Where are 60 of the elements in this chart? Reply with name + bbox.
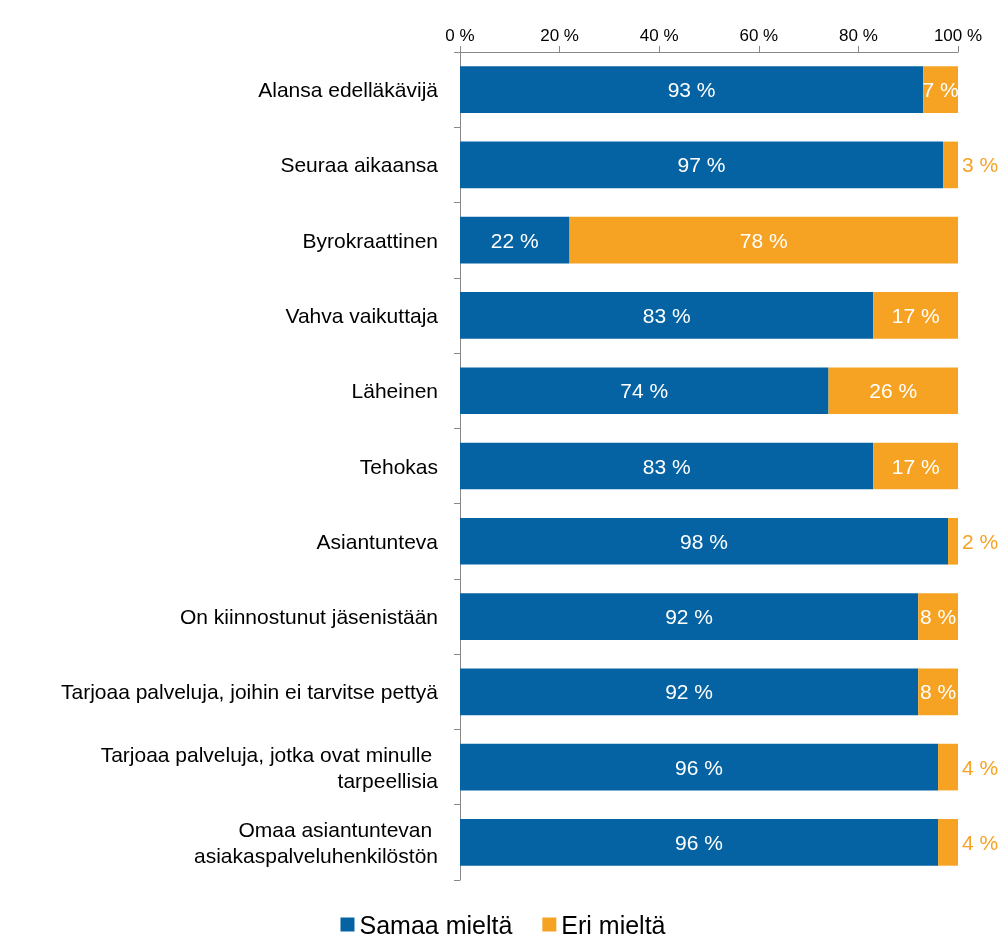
bar [873,292,958,339]
bar [460,819,939,866]
bar [460,517,949,565]
y-tick-label: Vahva vaikuttaja [285,303,439,327]
bar [569,216,958,264]
data-label: 4 % [962,830,999,854]
x-tick-label: 40 % [639,26,679,45]
y-tick-label: Tehokas [359,454,438,478]
bar [460,216,570,264]
bar [460,442,874,490]
data-label: 2 % [962,529,999,553]
bar [948,517,958,565]
data-label: 98 % [680,529,728,553]
x-tick-label: 100 % [933,26,983,45]
y-tick-label: Läheinen [351,379,438,403]
data-label: 83 % [642,454,691,478]
data-label: 74 % [620,379,669,403]
y-tick-label: Asiantunteva [316,529,439,553]
data-label: 3 % [962,153,999,177]
data-label: 92 % [665,605,714,629]
data-label: 4 % [962,755,999,779]
x-tick-label: 80 % [839,26,878,45]
data-label: 96 % [675,755,723,779]
bar [873,442,958,490]
x-tick-label: 60 % [739,26,779,45]
legend-label: Eri mieltä [561,910,666,939]
data-label: 22 % [490,228,539,252]
y-tick-label: Tarjoaa palveluja, jotka ovat minulle tarpeellisia [100,742,439,792]
data-label: 17 % [891,454,940,478]
bar [943,141,958,189]
x-tick-label: 20 % [540,26,579,45]
bar [460,593,919,640]
data-label: 8 % [919,680,957,704]
bar [460,141,944,189]
bar [938,743,958,791]
y-tick-label: Omaa asiantuntevan asiakaspalveluhenkilöstön [194,817,438,867]
data-label: 26 % [869,379,918,403]
data-label: 93 % [667,78,716,102]
y-tick-label: Byrokraattinen [302,228,438,252]
y-tick-label: Alansa edelläkävijä [258,78,439,102]
y-tick-label: Seuraa aikaansa [280,153,439,177]
data-label: 8 % [919,605,957,629]
data-label: 17 % [891,303,940,327]
bar [460,66,924,113]
bar [460,367,829,415]
data-label: 7 % [922,78,959,102]
data-label: 78 % [739,228,788,252]
y-tick-label: Tarjoaa palveluja, joihin ei tarvitse pettyä [60,680,439,704]
data-label: 83 % [642,303,691,327]
bar [460,668,919,716]
bar [460,743,939,791]
bar [828,367,958,415]
y-tick-label: On kiinnostunut jäsenistään [180,605,438,629]
bar [460,292,874,339]
legend-label: Samaa mieltä [359,910,513,939]
bar [938,819,958,866]
data-label: 97 % [677,153,726,177]
x-tick-label: 0 % [445,26,475,45]
data-label: 96 % [675,830,723,854]
data-label: 92 % [665,680,714,704]
